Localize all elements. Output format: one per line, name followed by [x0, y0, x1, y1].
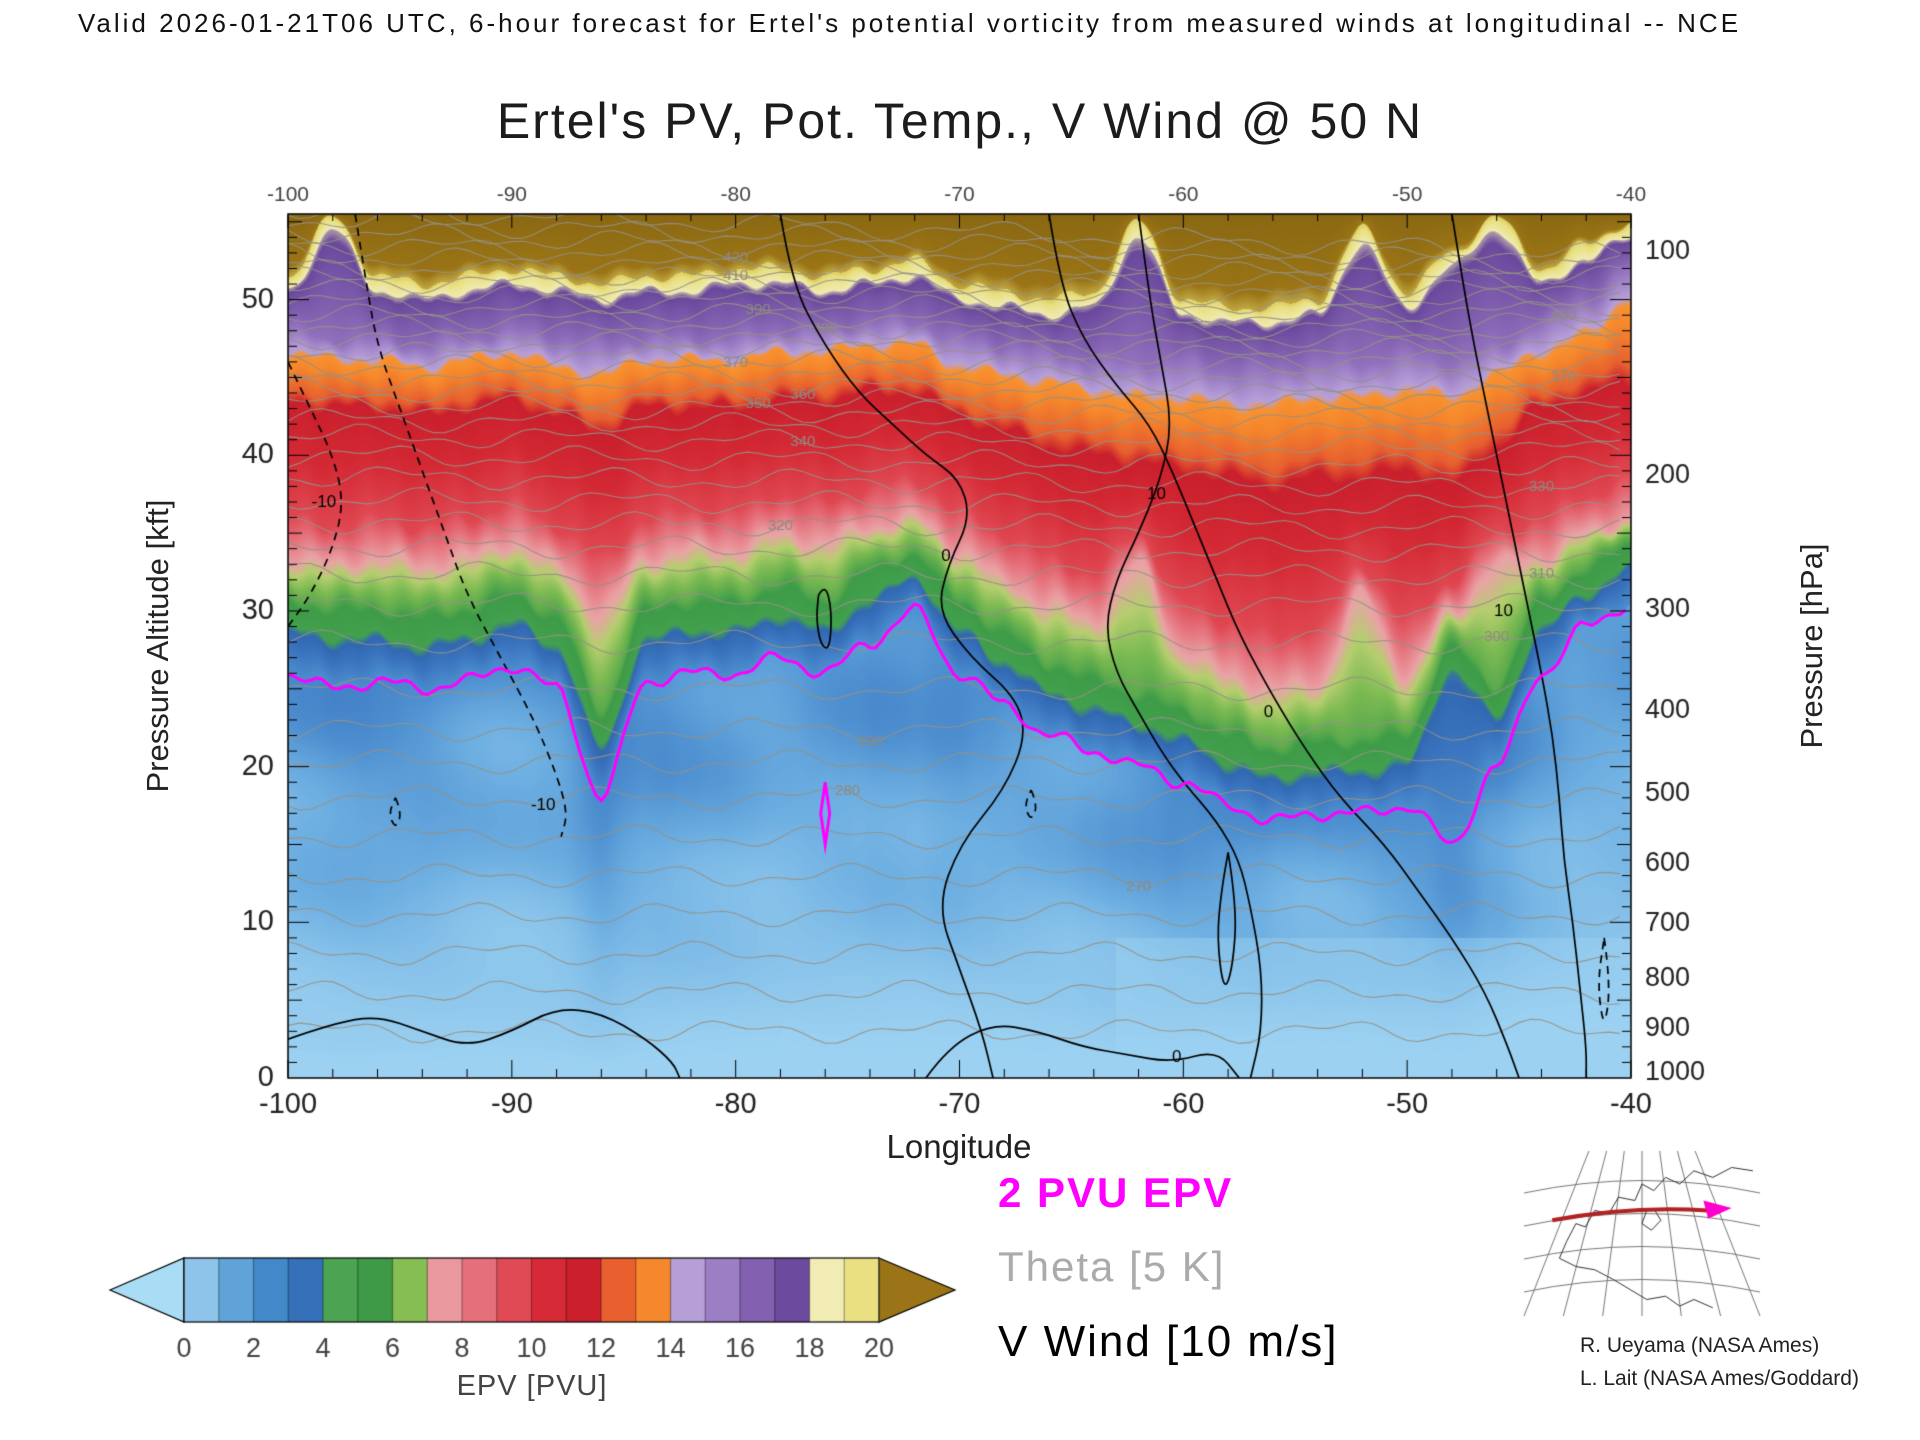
colorbar-title: EPV [PVU]: [456, 1370, 608, 1402]
x-axis-title: Longitude: [886, 1128, 1032, 1165]
page-title: Ertel's PV, Pot. Temp., V Wind @ 50 N: [496, 93, 1424, 149]
legend-epv-label: 2 PVU EPV: [998, 1169, 1234, 1216]
forecast-valid-line: Valid 2026-01-21T06 UTC, 6-hour forecast…: [78, 8, 1742, 38]
y-axis-right-title: Pressure [hPa]: [1794, 543, 1829, 749]
legend-vwind-label: V Wind [10 m/s]: [998, 1317, 1339, 1366]
credit-line-1: R. Ueyama (NASA Ames): [1580, 1334, 1820, 1357]
credit-line-2: L. Lait (NASA Ames/Goddard): [1580, 1366, 1859, 1390]
legend-theta-label: Theta [5 K]: [998, 1243, 1226, 1290]
y-axis-left-title: Pressure Altitude [kft]: [140, 499, 175, 793]
credits: R. Ueyama (NASA Ames) L. Lait (NASA Ames…: [1580, 1330, 1859, 1395]
legend: 2 PVU EPV Theta [5 K] V Wind [10 m/s]: [998, 1172, 1339, 1364]
